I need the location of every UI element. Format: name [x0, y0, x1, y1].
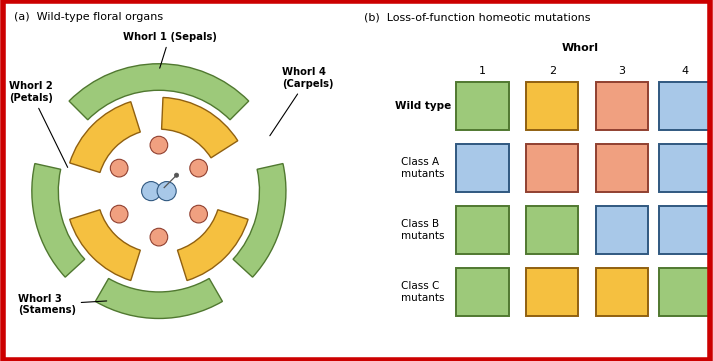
Bar	[596, 144, 648, 192]
Wedge shape	[233, 164, 286, 277]
Circle shape	[190, 159, 207, 177]
Bar	[659, 268, 711, 316]
Text: Whorl 1 (Sepals): Whorl 1 (Sepals)	[123, 32, 217, 68]
Text: Class B
mutants: Class B mutants	[401, 219, 445, 241]
Text: Whorl 4
(Carpels): Whorl 4 (Carpels)	[270, 67, 334, 136]
Bar	[456, 268, 508, 316]
Bar	[659, 206, 711, 254]
Bar	[596, 206, 648, 254]
Wedge shape	[70, 102, 140, 173]
Circle shape	[150, 228, 168, 246]
Wedge shape	[96, 278, 222, 318]
Circle shape	[142, 182, 160, 201]
Text: 2: 2	[549, 66, 555, 75]
Text: (b)  Loss-of-function homeotic mutations: (b) Loss-of-function homeotic mutations	[364, 12, 590, 22]
Text: (a)  Wild-type floral organs: (a) Wild-type floral organs	[14, 12, 163, 22]
Circle shape	[175, 173, 179, 177]
Text: Class C
mutants: Class C mutants	[401, 281, 445, 303]
Text: 1: 1	[479, 66, 486, 75]
Circle shape	[111, 205, 128, 223]
Circle shape	[157, 182, 176, 201]
Wedge shape	[32, 164, 85, 277]
Bar	[526, 82, 578, 130]
Wedge shape	[178, 210, 248, 280]
Bar	[659, 82, 711, 130]
Bar	[526, 144, 578, 192]
Text: 4: 4	[682, 66, 689, 75]
Wedge shape	[69, 64, 249, 120]
Circle shape	[111, 159, 128, 177]
Text: Class A
mutants: Class A mutants	[401, 157, 445, 179]
Circle shape	[150, 136, 168, 154]
Text: Wild type: Wild type	[395, 101, 451, 111]
Wedge shape	[70, 210, 140, 280]
Bar	[659, 144, 711, 192]
Bar	[456, 82, 508, 130]
Bar	[456, 206, 508, 254]
Bar	[526, 268, 578, 316]
Bar	[596, 268, 648, 316]
Wedge shape	[162, 97, 237, 158]
Text: Whorl: Whorl	[562, 43, 599, 53]
Bar	[456, 144, 508, 192]
Text: 3: 3	[619, 66, 625, 75]
Text: Whorl 2
(Petals): Whorl 2 (Petals)	[9, 82, 68, 168]
Bar	[596, 82, 648, 130]
Circle shape	[190, 205, 207, 223]
Bar	[526, 206, 578, 254]
Text: Whorl 3
(Stamens): Whorl 3 (Stamens)	[18, 294, 107, 315]
